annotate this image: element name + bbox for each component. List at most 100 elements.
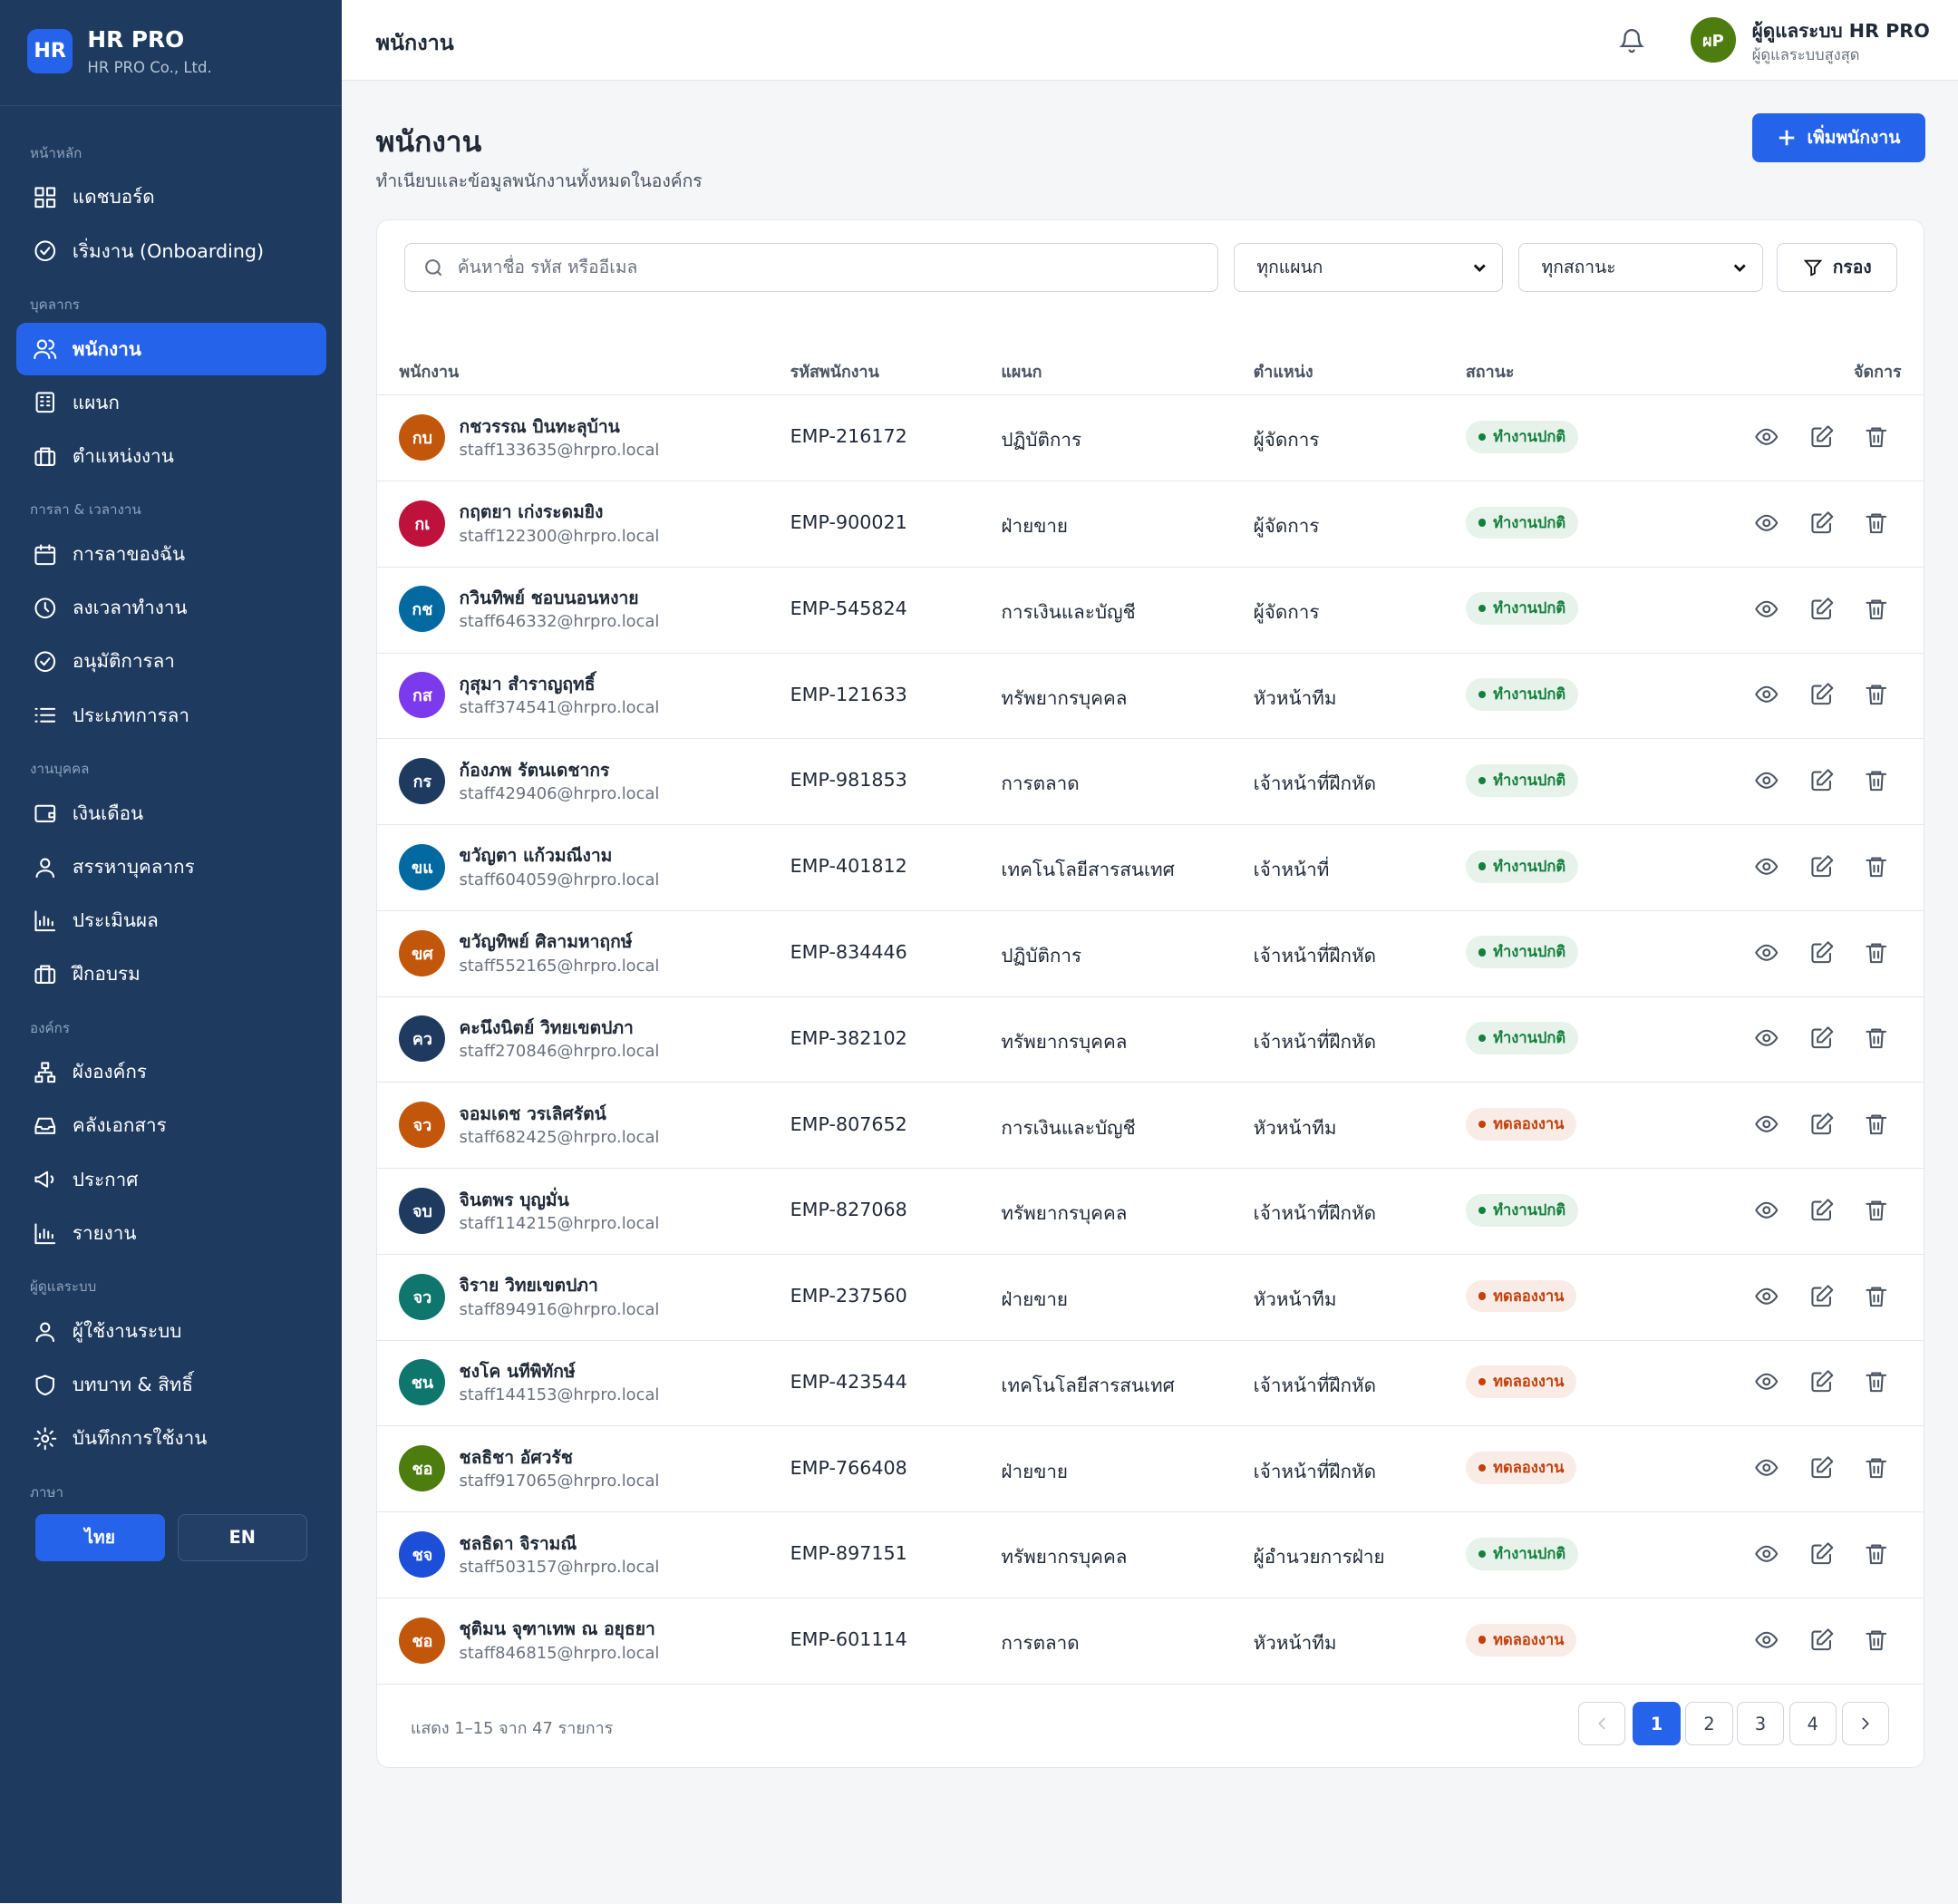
employee-name[interactable]: ชุติมน จุฑาเทพ ณ อยุธยา [459, 1618, 655, 1640]
notification-bell[interactable] [1618, 25, 1645, 55]
edit-button[interactable] [1809, 424, 1835, 450]
view-button[interactable] [1754, 940, 1779, 966]
employee-name[interactable]: กุสุมา สำราญฤทธิ์ [459, 673, 596, 695]
nav-item[interactable]: ฝึกอบรม [16, 948, 326, 1001]
delete-button[interactable] [1864, 768, 1889, 793]
employee-name[interactable]: กฤตยา เก่งระดมยิง [459, 501, 604, 523]
nav-item[interactable]: แผนก [16, 376, 326, 429]
nav-item[interactable]: อนุมัติการลา [16, 636, 326, 688]
edit-button[interactable] [1809, 1284, 1835, 1309]
delete-button[interactable] [1864, 682, 1889, 707]
employee-name[interactable]: คะนึงนิตย์ วิทยเขตปภา [459, 1017, 634, 1038]
view-button[interactable] [1754, 1369, 1779, 1394]
view-button[interactable] [1754, 1198, 1779, 1223]
view-button[interactable] [1754, 1112, 1779, 1137]
nav-item[interactable]: ประกาศ [16, 1153, 326, 1206]
nav-label: การลาของฉัน [72, 542, 186, 565]
delete-button[interactable] [1864, 510, 1889, 536]
employee-name[interactable]: ชงโค นทีพิทักษ์ [459, 1361, 576, 1383]
employee-name[interactable]: จอมเดช วรเลิศรัตน์ [459, 1103, 606, 1124]
view-button[interactable] [1754, 1455, 1779, 1481]
nav-item[interactable]: ลงเวลาทำงาน [16, 582, 326, 635]
employee-name[interactable]: ชลธิชา อัศวรัช [459, 1446, 573, 1468]
nav-item[interactable]: รายงาน [16, 1207, 326, 1259]
view-button[interactable] [1754, 1541, 1779, 1567]
view-button[interactable] [1754, 424, 1779, 450]
language-option[interactable]: EN [177, 1513, 307, 1561]
view-button[interactable] [1754, 682, 1779, 707]
nav-item[interactable]: เริ่มงาน (Onboarding) [16, 225, 326, 277]
delete-button[interactable] [1864, 940, 1889, 966]
nav-item[interactable]: สรรหาบุคลากร [16, 840, 326, 893]
view-button[interactable] [1754, 768, 1779, 793]
nav-item[interactable]: คลังเอกสาร [16, 1100, 326, 1152]
edit-button[interactable] [1809, 768, 1835, 793]
nav-item[interactable]: ประเมินผล [16, 895, 326, 947]
edit-button[interactable] [1809, 1198, 1835, 1223]
view-button[interactable] [1754, 510, 1779, 536]
delete-button[interactable] [1864, 1369, 1889, 1394]
view-button[interactable] [1754, 1025, 1779, 1051]
delete-button[interactable] [1864, 597, 1889, 622]
nav-item[interactable]: ตำแหน่งงาน [16, 431, 326, 483]
pagination-page[interactable]: 2 [1685, 1702, 1733, 1746]
nav-item[interactable]: แดชบอร์ด [16, 171, 326, 224]
view-button[interactable] [1754, 597, 1779, 622]
filter-button[interactable]: กรอง [1776, 243, 1898, 292]
edit-button[interactable] [1809, 1369, 1835, 1394]
nav-item[interactable]: ผังองค์กร [16, 1046, 326, 1099]
edit-button[interactable] [1809, 1025, 1835, 1051]
edit-button[interactable] [1809, 510, 1835, 536]
delete-button[interactable] [1864, 1541, 1889, 1567]
delete-button[interactable] [1864, 1025, 1889, 1051]
delete-button[interactable] [1864, 1198, 1889, 1223]
status-badge: ทำงานปกติ [1465, 936, 1578, 969]
edit-button[interactable] [1809, 940, 1835, 966]
employee-name[interactable]: ชลธิดา จิรามณี [459, 1532, 577, 1554]
add-employee-button[interactable]: เพิ่มพนักงาน [1751, 113, 1926, 163]
edit-button[interactable] [1809, 1627, 1835, 1653]
employee-id: EMP-545824 [790, 597, 907, 619]
employee-name[interactable]: จินตพร บุญมั่น [459, 1189, 569, 1210]
status-select[interactable]: ทุกสถานะ [1517, 243, 1763, 292]
edit-button[interactable] [1809, 597, 1835, 622]
view-button[interactable] [1754, 1284, 1779, 1309]
pagination-next[interactable] [1841, 1702, 1889, 1746]
pagination-page[interactable]: 3 [1736, 1702, 1785, 1746]
edit-button[interactable] [1809, 682, 1835, 707]
nav-item[interactable]: การลาของฉัน [16, 529, 326, 581]
nav-item[interactable]: พนักงาน [15, 323, 326, 375]
view-button[interactable] [1754, 854, 1779, 879]
employee-name[interactable]: จิราย วิทยเขตปภา [459, 1275, 598, 1297]
nav-item[interactable]: บทบาท & สิทธิ์ [16, 1359, 326, 1412]
edit-button[interactable] [1809, 854, 1835, 879]
edit-button[interactable] [1809, 1455, 1835, 1481]
nav-item[interactable]: ผู้ใช้งานระบบ [16, 1305, 326, 1357]
edit-button[interactable] [1809, 1112, 1835, 1137]
language-option[interactable]: ไทย [34, 1513, 165, 1561]
pagination-prev[interactable] [1577, 1702, 1626, 1746]
delete-button[interactable] [1864, 1112, 1889, 1137]
employee-name[interactable]: ก้องภพ รัตนเดชากร [459, 759, 610, 781]
delete-button[interactable] [1864, 1455, 1889, 1481]
employee-name[interactable]: กวินทิพย์ ชอบนอนหงาย [459, 588, 639, 609]
employee-name[interactable]: กชวรรณ บินทะลุบ้าน [459, 415, 620, 437]
department-select[interactable]: ทุกแผนก [1233, 243, 1504, 292]
nav-item[interactable]: บันทึกการใช้งาน [16, 1413, 326, 1465]
nav-item[interactable]: เงินเดือน [16, 787, 326, 840]
nav-item[interactable]: ประเภทการลา [16, 689, 326, 742]
employee-name[interactable]: ขวัญทิพย์ ศิลามหาฤกษ์ [459, 931, 633, 953]
delete-button[interactable] [1864, 1284, 1889, 1309]
edit-button[interactable] [1809, 1541, 1835, 1567]
view-button[interactable] [1754, 1627, 1779, 1653]
nav-label: ประกาศ [72, 1168, 139, 1190]
delete-button[interactable] [1864, 854, 1889, 879]
user-avatar[interactable]: ผP [1691, 17, 1736, 63]
nav-label: อนุมัติการลา [72, 650, 175, 673]
pagination-page[interactable]: 1 [1633, 1702, 1681, 1746]
delete-button[interactable] [1864, 424, 1889, 450]
pagination-page[interactable]: 4 [1788, 1702, 1837, 1746]
delete-button[interactable] [1864, 1627, 1889, 1653]
search-input[interactable]: ค้นหาชื่อ รหัส หรืออีเมล [403, 243, 1219, 292]
employee-name[interactable]: ขวัญตา แก้วมณีงาม [459, 845, 613, 867]
